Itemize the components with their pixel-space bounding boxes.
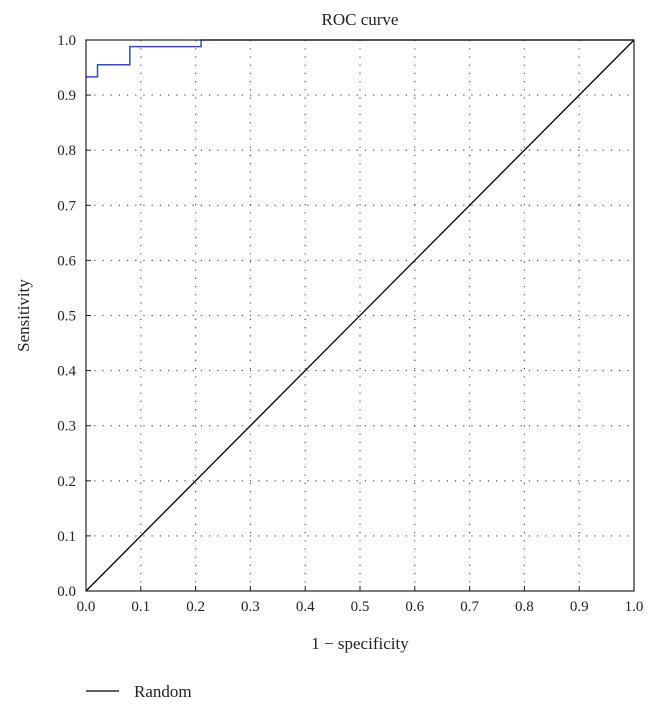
chart-title: ROC curve	[322, 10, 399, 29]
y-tick-label: 0.0	[57, 584, 76, 600]
random-diagonal-line	[85, 39, 635, 592]
y-axis-title: Sensitivity	[14, 279, 33, 352]
y-tick-label: 1.0	[57, 33, 76, 49]
y-tick-label: 0.4	[57, 364, 76, 380]
x-tick-label: 0.0	[77, 599, 96, 615]
ticks-layer: 0.0 0.1 0.2 0.3 0.4 0.5 0.6 0.7 0.8 0.9 1.0 0.0 0.1 0…	[57, 33, 643, 615]
x-tick-label: 0.7	[460, 599, 479, 615]
series-layer	[85, 39, 635, 592]
x-tick-label: 0.4	[296, 599, 315, 615]
x-tick-label: 0.1	[131, 599, 150, 615]
x-axis-title: 1 − specificity	[311, 634, 409, 653]
x-tick-label: 0.3	[241, 599, 260, 615]
x-tick-label: 0.5	[351, 599, 370, 615]
x-tick-label: 0.6	[405, 599, 424, 615]
x-tick-label: 1.0	[625, 599, 644, 615]
legend: Random	[86, 682, 192, 701]
y-tick-label: 0.2	[57, 474, 76, 490]
y-tick-label: 0.3	[57, 419, 76, 435]
y-tick-label: 0.6	[57, 253, 76, 269]
x-tick-label: 0.9	[570, 599, 589, 615]
y-tick-label: 0.9	[57, 88, 76, 104]
y-tick-label: 0.8	[57, 143, 76, 159]
y-tick-label: 0.5	[57, 309, 76, 325]
y-tick-label: 0.7	[57, 198, 76, 214]
roc-curve-line	[86, 39, 634, 78]
legend-label-random: Random	[134, 682, 192, 701]
grid-layer	[86, 40, 634, 591]
x-tick-label: 0.2	[186, 599, 205, 615]
x-tick-label: 0.8	[515, 599, 534, 615]
y-tick-label: 0.1	[57, 529, 76, 545]
